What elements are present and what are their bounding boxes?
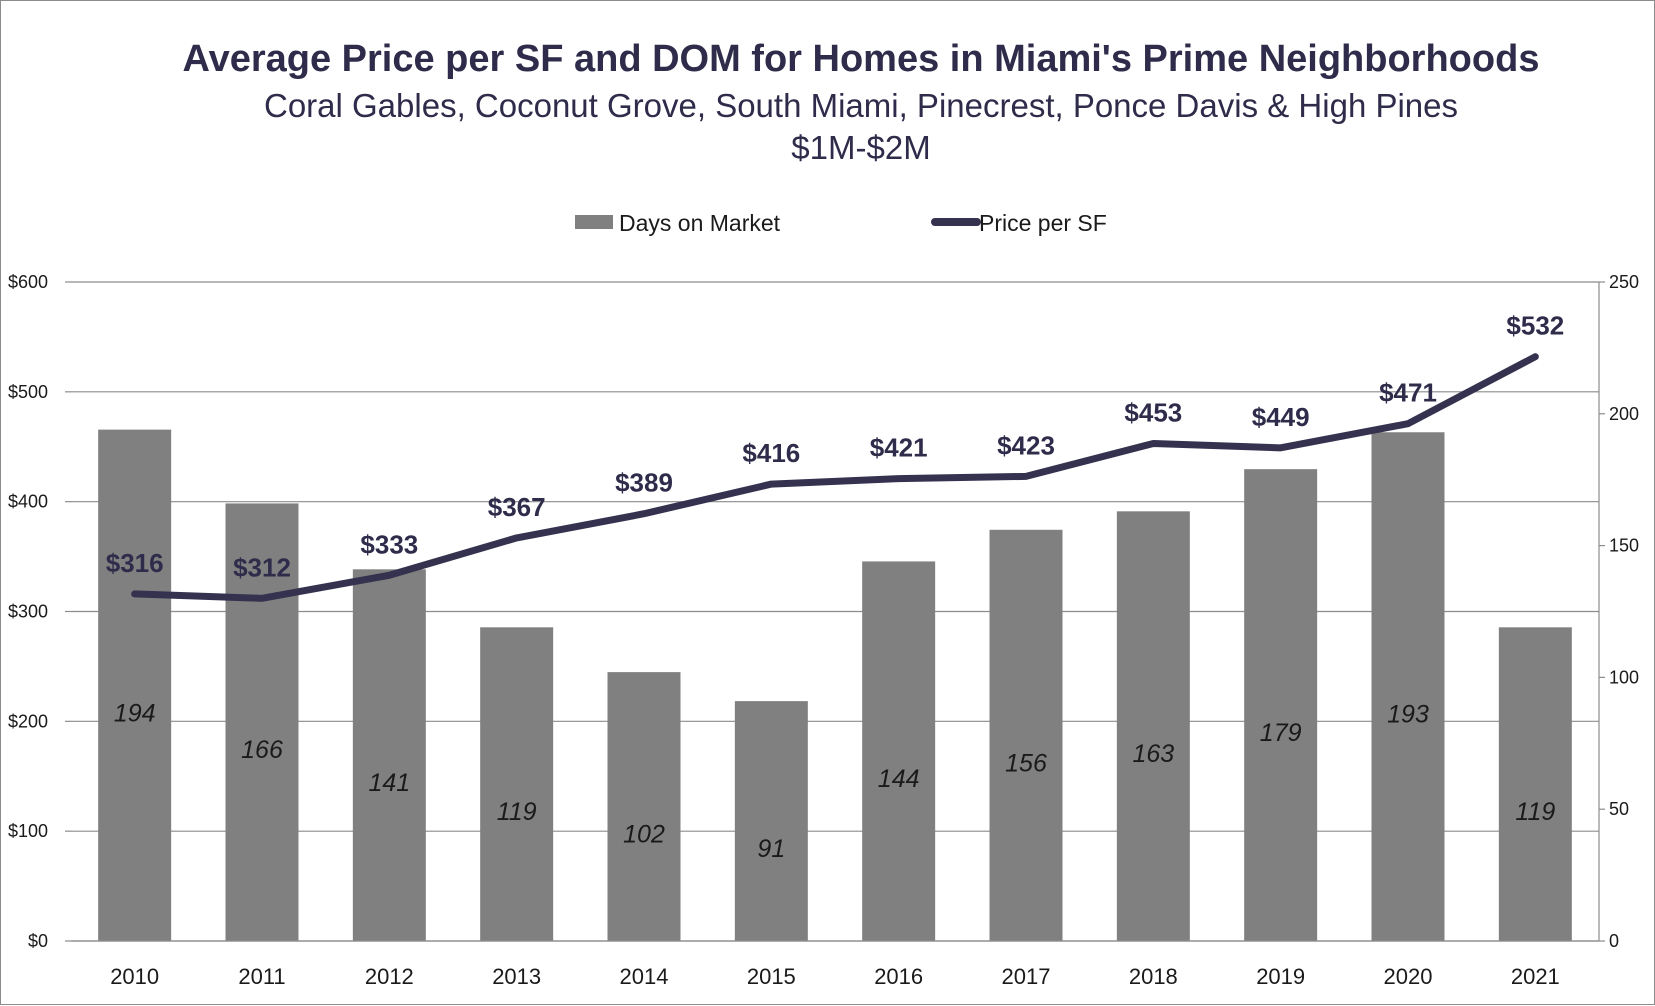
- right-axis: 0 50 100 150 200 250: [1598, 272, 1639, 951]
- chart-subtitle: Coral Gables, Coconut Grove, South Miami…: [264, 87, 1458, 124]
- right-tick-label: 150: [1609, 536, 1639, 556]
- left-tick-label: $100: [8, 821, 48, 841]
- line-data-label: $416: [742, 438, 800, 468]
- price-per-sf-line: [131, 353, 1539, 602]
- line-data-label: $471: [1379, 378, 1437, 408]
- x-tick-label: 2012: [365, 964, 414, 989]
- line-labels: $316 $312 $333 $367 $389 $416 $421 $423 $453 $449…: [106, 311, 1565, 583]
- bar-days-on-market: [862, 561, 936, 941]
- legend-label-price-per-sf: Price per SF: [979, 210, 1107, 236]
- bar-days-on-market: [607, 672, 681, 941]
- line-data-label: $333: [360, 529, 418, 559]
- bar-data-label: 194: [114, 699, 156, 727]
- line-data-label: $389: [615, 468, 673, 498]
- line-data-label: $312: [233, 552, 291, 582]
- x-tick-label: 2021: [1511, 964, 1560, 989]
- x-tick-label: 2013: [492, 964, 541, 989]
- price-per-sf-point: [1152, 442, 1155, 445]
- line-data-label: $421: [870, 433, 928, 463]
- gridlines: [71, 281, 1599, 942]
- left-tick-label: $400: [8, 492, 48, 512]
- x-tick-label: 2016: [874, 964, 923, 989]
- line-data-label: $453: [1124, 397, 1182, 427]
- bar-data-label: 144: [878, 765, 920, 793]
- bar-series-days-on-market: [98, 429, 1572, 941]
- chart-price-range: $1M-$2M: [791, 129, 930, 166]
- legend: Days on Market Price per SF: [575, 210, 1107, 236]
- left-axis: $0 $100 $200 $300 $400 $500 $600: [8, 272, 71, 951]
- line-data-label: $532: [1506, 311, 1564, 341]
- bar-days-on-market: [352, 569, 426, 941]
- right-tick-label: 200: [1609, 404, 1639, 424]
- bar-data-label: 193: [1387, 701, 1429, 729]
- price-per-sf-point: [897, 477, 900, 480]
- right-tick-label: 50: [1609, 799, 1629, 819]
- right-tick-label: 250: [1609, 272, 1639, 292]
- line-data-label: $367: [488, 492, 546, 522]
- right-tick-label: 0: [1609, 931, 1619, 951]
- bar-data-label: 102: [623, 821, 665, 849]
- price-per-sf-point: [1025, 475, 1027, 478]
- x-tick-label: 2017: [1002, 964, 1051, 989]
- bar-days-on-market: [734, 701, 808, 941]
- x-tick-label: 2010: [110, 964, 159, 989]
- legend-label-days-on-market: Days on Market: [619, 210, 781, 236]
- price-per-sf-point: [261, 597, 263, 600]
- right-tick-label: 100: [1609, 667, 1639, 687]
- price-per-sf-point: [770, 483, 773, 486]
- bar-data-label: 119: [497, 798, 537, 826]
- left-tick-label: $200: [8, 711, 48, 731]
- bar-days-on-market: [480, 627, 554, 941]
- price-per-sf-point: [388, 574, 391, 577]
- x-tick-label: 2015: [747, 964, 796, 989]
- line-data-label: $423: [997, 430, 1055, 460]
- line-data-label: $316: [106, 548, 164, 578]
- legend-swatch-days-on-market: [575, 215, 613, 229]
- bar-labels: 194 166 141 119 102 91 144 156 163 179 193 119: [114, 699, 1556, 863]
- bar-days-on-market: [1244, 469, 1318, 941]
- price-per-sf-point: [643, 512, 645, 515]
- bar-days-on-market: [1116, 511, 1190, 941]
- bar-data-label: 179: [1260, 719, 1302, 747]
- price-per-sf-point: [1279, 446, 1282, 449]
- bar-days-on-market: [989, 529, 1063, 941]
- bar-data-label: 163: [1132, 740, 1174, 768]
- left-tick-label: $500: [8, 382, 48, 402]
- price-per-sf-point: [1407, 422, 1409, 425]
- line-series-price-per-sf: [131, 353, 1539, 602]
- price-per-sf-point: [515, 536, 518, 539]
- price-per-sf-point: [133, 592, 136, 595]
- x-tick-label: 2011: [238, 964, 285, 989]
- bar-data-label: 91: [757, 835, 785, 863]
- bar-days-on-market: [225, 503, 299, 941]
- x-tick-label: 2019: [1256, 964, 1305, 989]
- x-tick-label: 2014: [620, 964, 669, 989]
- left-tick-label: $600: [8, 272, 48, 292]
- line-data-label: $449: [1252, 402, 1310, 432]
- bar-days-on-market: [1498, 627, 1572, 941]
- x-tick-label: 2020: [1384, 964, 1433, 989]
- price-per-sf-point: [1534, 355, 1537, 358]
- bar-data-label: 166: [241, 736, 283, 764]
- bar-data-label: 119: [1515, 798, 1555, 826]
- bar-data-label: 141: [368, 769, 410, 797]
- bar-days-on-market: [1371, 432, 1445, 941]
- x-axis: 2010 2011 2012 2013 2014 2015 2016 2017 2018 2019…: [71, 940, 1599, 989]
- left-tick-label: $300: [8, 602, 48, 622]
- bar-days-on-market: [98, 429, 172, 941]
- chart-title: Average Price per SF and DOM for Homes i…: [183, 38, 1540, 80]
- bar-data-label: 156: [1005, 749, 1047, 777]
- x-tick-label: 2018: [1129, 964, 1178, 989]
- left-tick-label: $0: [28, 931, 48, 951]
